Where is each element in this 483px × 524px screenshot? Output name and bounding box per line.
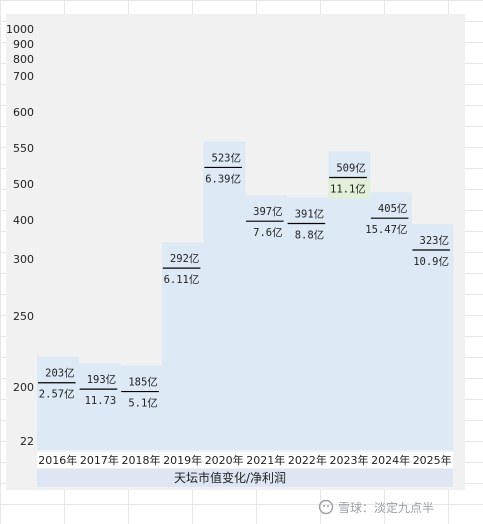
bar-bottom-label: 15.47亿 (365, 223, 407, 236)
x-tick-label: 2021年 (246, 453, 285, 467)
y-tick-label: 1000 (6, 23, 34, 36)
bar (37, 356, 80, 450)
bar (120, 365, 163, 450)
y-tick-label: 800 (13, 53, 34, 66)
bar-top-label: 292亿 (170, 252, 199, 265)
y-tick-label: 500 (13, 178, 34, 191)
watermark: 雪球：淡定九点半 (318, 496, 468, 518)
bar-top-label: 397亿 (253, 205, 282, 218)
x-tick-label: 2022年 (288, 453, 327, 467)
y-tick-label: 550 (13, 142, 34, 155)
y-tick-label: 200 (13, 381, 34, 394)
bar-top-label: 323亿 (420, 234, 449, 247)
y-tick-label: 22 (20, 435, 34, 448)
y-tick-label: 900 (13, 38, 34, 51)
bar-bottom-label: 5.1亿 (128, 397, 157, 410)
x-tick-label: 2024年 (371, 453, 410, 467)
x-axis-band-bg (37, 452, 453, 468)
bar-bottom-label: 10.9亿 (413, 255, 449, 268)
bar-top-label: 391亿 (295, 208, 324, 221)
bar-bottom-label: 6.11亿 (164, 273, 200, 286)
y-tick-label: 700 (13, 70, 34, 83)
bar (245, 195, 288, 450)
bar-top-label: 203亿 (45, 367, 74, 380)
x-tick-label: 2020年 (205, 453, 244, 467)
bar-top-label: 523亿 (212, 151, 241, 164)
y-tick-label: 250 (13, 310, 34, 323)
x-tick-label: 2018年 (122, 453, 161, 467)
x-tick-label: 2016年 (38, 453, 77, 467)
x-tick-label: 2019年 (163, 453, 202, 467)
x-axis-title-band (37, 469, 453, 487)
bar-top-label: 193亿 (87, 373, 116, 386)
bar (78, 363, 121, 450)
bar (369, 192, 412, 450)
bar (286, 197, 329, 450)
bar (161, 242, 204, 450)
bar (203, 141, 246, 450)
x-tick-label: 2023年 (330, 453, 369, 467)
watermark-text: 雪球：淡定九点半 (338, 500, 435, 515)
x-tick-label: 2017年 (80, 453, 119, 467)
bar-top-label: 509亿 (336, 162, 365, 175)
snowball-icon (318, 499, 334, 515)
bar-top-label: 185亿 (128, 376, 157, 389)
bar-top-label: 405亿 (378, 202, 407, 215)
bar-bottom-label: 7.6亿 (253, 226, 282, 239)
bar-bottom-label: 2.57亿 (39, 388, 75, 401)
bar (411, 224, 454, 450)
bar (328, 151, 371, 450)
bar-bottom-label: 8.8亿 (295, 229, 324, 242)
y-tick-label: 400 (13, 214, 34, 227)
bar-bottom-label: 6.39亿 (205, 172, 241, 185)
y-tick-label: 600 (13, 106, 34, 119)
bar-bottom-label: 11.73 (85, 395, 117, 407)
x-tick-label: 2025年 (413, 453, 452, 467)
y-tick-label: 300 (13, 253, 34, 266)
bar-highlight (328, 178, 370, 199)
bar-bottom-label: 11.1亿 (330, 183, 366, 196)
x-axis-title: 天坛市值变化/净利润 (174, 470, 286, 485)
